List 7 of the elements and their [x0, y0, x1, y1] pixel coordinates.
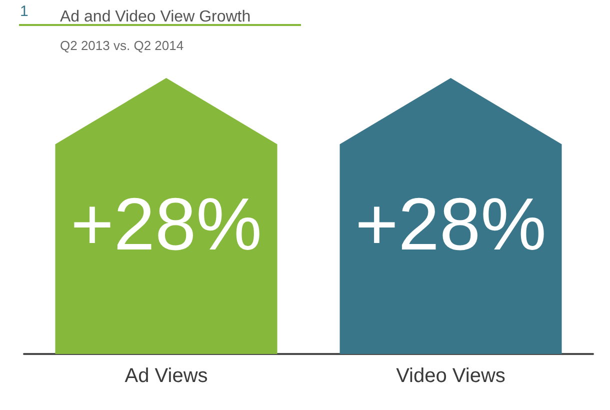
x-tick-label: Ad Views [124, 365, 208, 387]
chart-subtitle: Q2 2013 vs. Q2 2014 [60, 38, 184, 53]
x-tick-label: Video Views [396, 365, 506, 387]
chart-title: Ad and Video View Growth [60, 8, 251, 26]
data-label: +28% [355, 182, 546, 266]
text: 1 [20, 3, 28, 20]
data-label: +28% [70, 182, 262, 266]
